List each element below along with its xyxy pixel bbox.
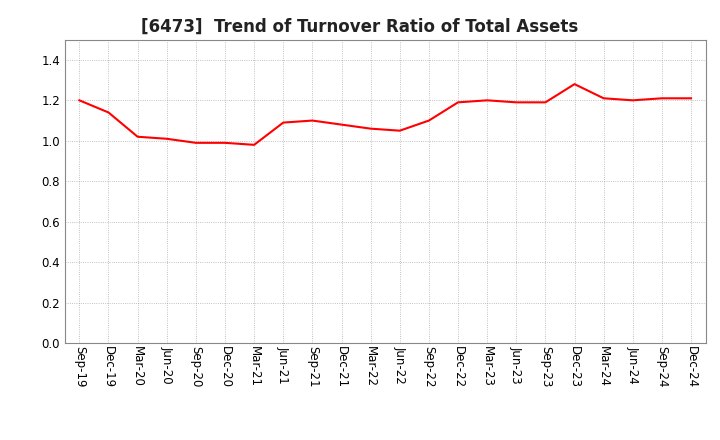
Text: [6473]  Trend of Turnover Ratio of Total Assets: [6473] Trend of Turnover Ratio of Total …: [141, 18, 579, 36]
